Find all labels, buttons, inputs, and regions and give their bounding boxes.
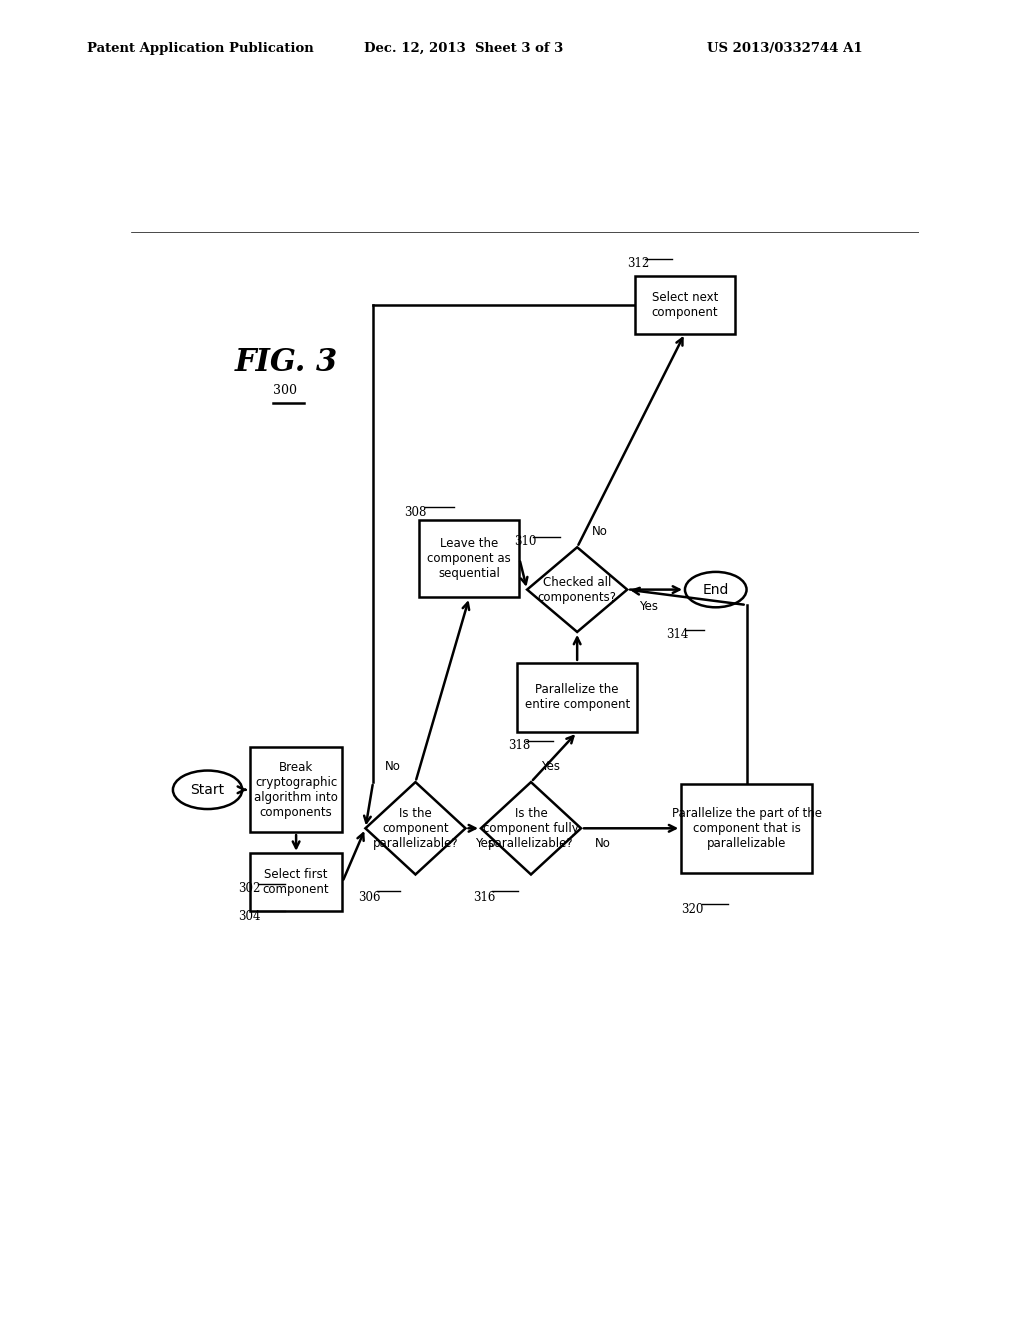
Text: Select first
component: Select first component xyxy=(263,869,330,896)
Text: Is the
component fully
parallelizable?: Is the component fully parallelizable? xyxy=(483,807,579,850)
Text: No: No xyxy=(384,760,400,774)
Polygon shape xyxy=(527,548,628,632)
Bar xyxy=(517,663,637,733)
Text: Select next
component: Select next component xyxy=(651,290,718,318)
Text: Yes: Yes xyxy=(639,601,658,612)
Bar xyxy=(419,520,519,598)
Bar xyxy=(635,276,735,334)
Text: 312: 312 xyxy=(628,257,649,271)
Text: Is the
component
parallelizable?: Is the component parallelizable? xyxy=(373,807,459,850)
Text: No: No xyxy=(592,525,608,539)
Text: Checked all
components?: Checked all components? xyxy=(538,576,616,603)
Text: FIG. 3: FIG. 3 xyxy=(234,347,338,378)
Text: 314: 314 xyxy=(666,628,688,640)
Polygon shape xyxy=(366,781,466,875)
Text: No: No xyxy=(595,837,610,850)
Text: 316: 316 xyxy=(473,891,496,904)
Text: 304: 304 xyxy=(239,911,261,924)
Bar xyxy=(250,853,342,911)
Text: Break
cryptographic
algorithm into
components: Break cryptographic algorithm into compo… xyxy=(254,760,338,818)
Text: Patent Application Publication: Patent Application Publication xyxy=(87,42,313,55)
Ellipse shape xyxy=(685,572,746,607)
Bar xyxy=(250,747,342,832)
Text: 320: 320 xyxy=(681,903,703,916)
Text: End: End xyxy=(702,582,729,597)
Ellipse shape xyxy=(173,771,243,809)
Polygon shape xyxy=(481,781,581,875)
Text: 306: 306 xyxy=(357,891,380,904)
Text: Parallelize the
entire component: Parallelize the entire component xyxy=(524,684,630,711)
Text: Start: Start xyxy=(190,783,224,797)
Text: Leave the
component as
sequential: Leave the component as sequential xyxy=(427,537,511,581)
Text: 302: 302 xyxy=(239,882,261,895)
Text: Yes: Yes xyxy=(475,837,495,850)
Text: Dec. 12, 2013  Sheet 3 of 3: Dec. 12, 2013 Sheet 3 of 3 xyxy=(364,42,563,55)
Bar xyxy=(681,784,812,873)
Text: 310: 310 xyxy=(514,536,537,548)
Text: US 2013/0332744 A1: US 2013/0332744 A1 xyxy=(707,42,862,55)
Text: 308: 308 xyxy=(403,506,426,519)
Text: Parallelize the part of the
component that is
parallelizable: Parallelize the part of the component th… xyxy=(672,807,821,850)
Text: 318: 318 xyxy=(508,739,530,751)
Text: 300: 300 xyxy=(273,384,297,397)
Text: Yes: Yes xyxy=(541,760,560,774)
